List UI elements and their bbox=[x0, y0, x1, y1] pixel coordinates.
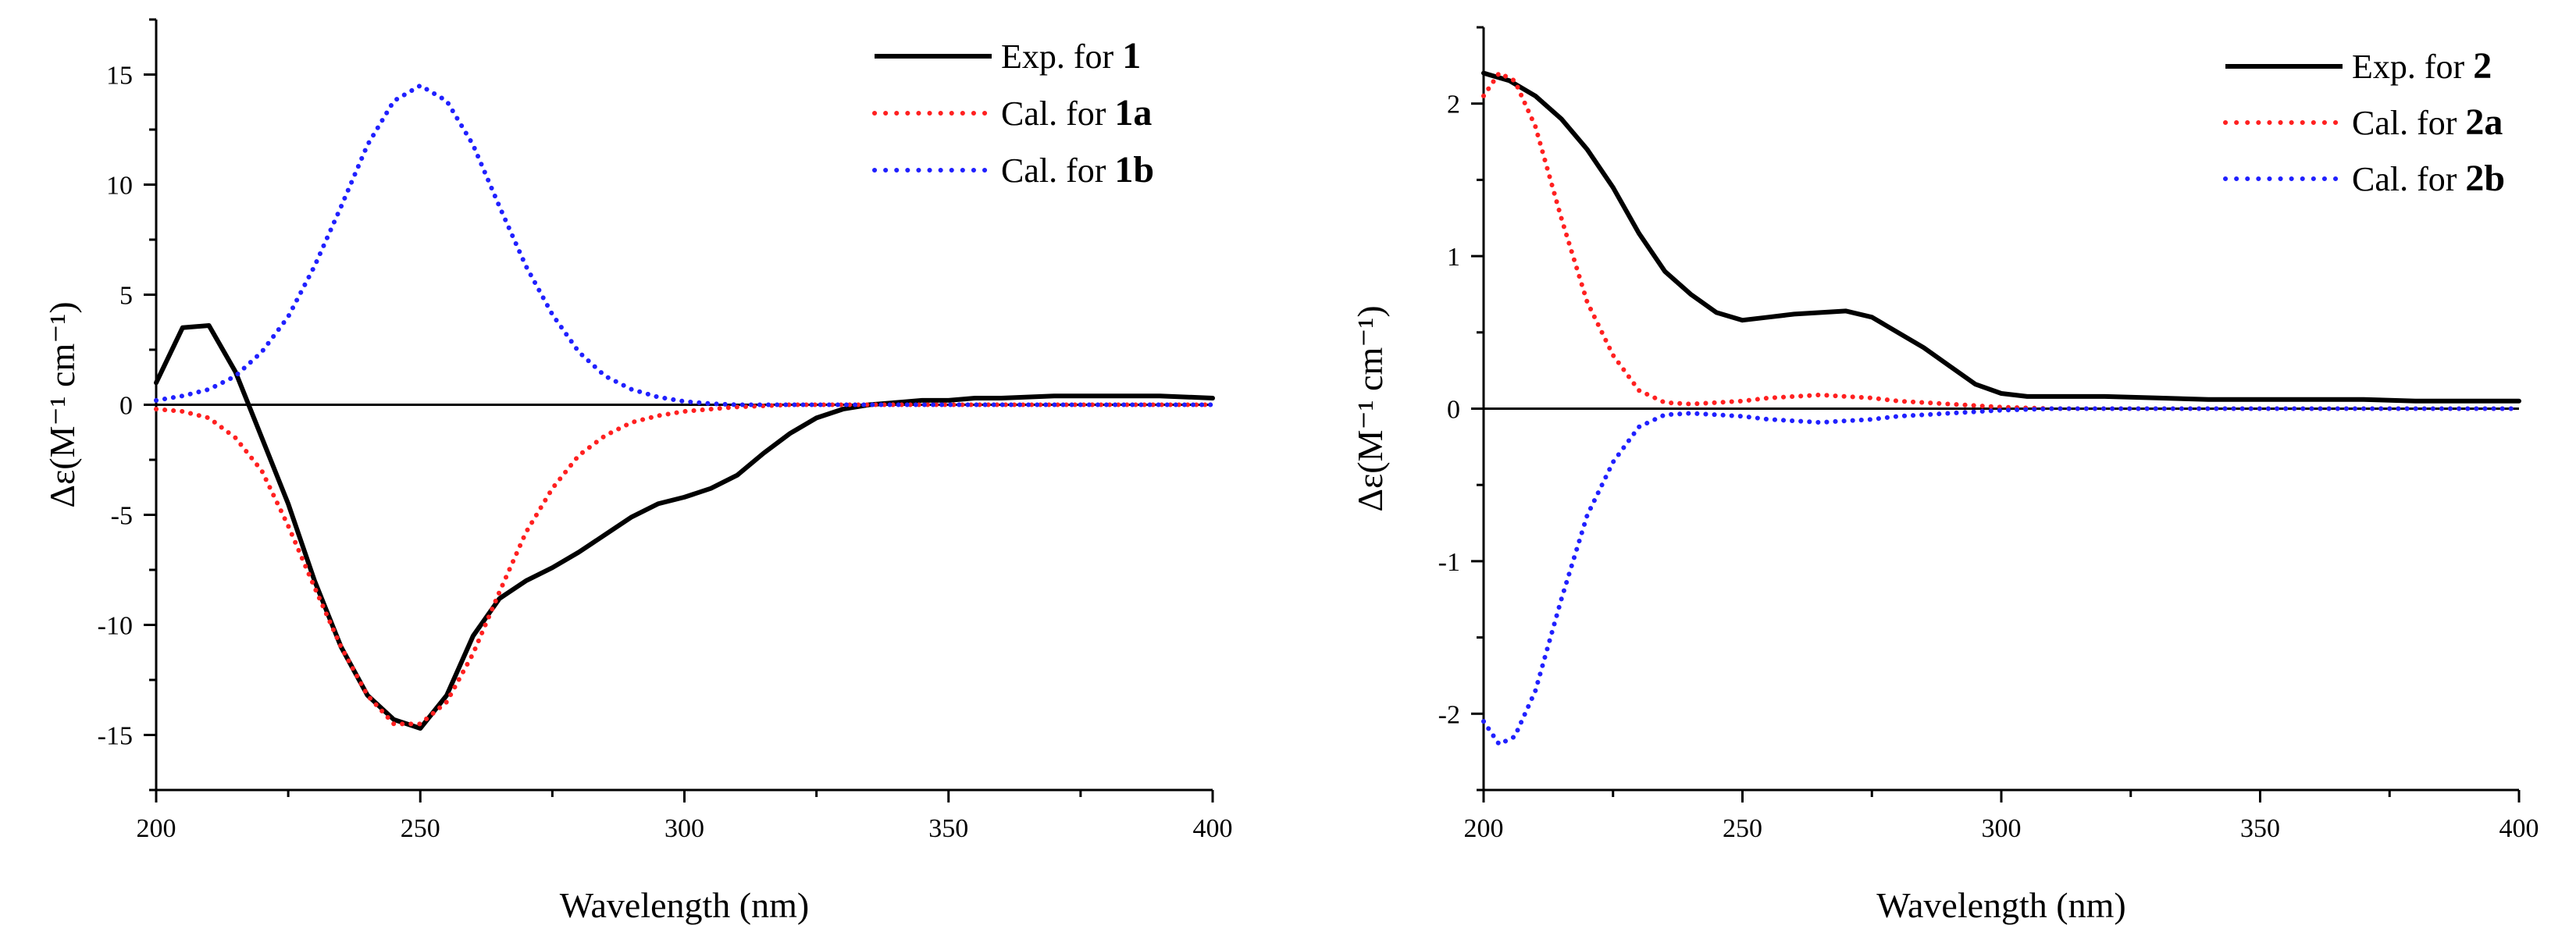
legend-prefix: Cal. for bbox=[2352, 160, 2465, 198]
y-tick-label: 15 bbox=[106, 62, 133, 91]
chart-panel-1: 200 250 300 350 400 -15 -10 -5 0 5 10 15 Wavelength … bbox=[42, 18, 1233, 925]
x-tick-label: 250 bbox=[401, 814, 440, 843]
x-tick-label: 350 bbox=[2240, 814, 2280, 843]
y-axis-title: Δε(M⁻¹ cm⁻¹) bbox=[42, 301, 82, 507]
y-tick-label: -1 bbox=[1438, 548, 1460, 577]
legend-compound-id: 2a bbox=[2465, 101, 2503, 143]
y-tick-label: -5 bbox=[111, 502, 133, 531]
x-tick-label: 300 bbox=[664, 814, 704, 843]
legend-compound-id: 1a bbox=[1114, 92, 1152, 133]
series-line-1 bbox=[154, 323, 1215, 731]
legend-label-2: Exp. for 2 bbox=[2352, 45, 2492, 87]
y-tick-label: 0 bbox=[119, 392, 133, 421]
legend-compound-id: 2b bbox=[2465, 158, 2505, 199]
legend-prefix: Cal. for bbox=[2352, 104, 2465, 142]
x-axis-title: Wavelength (nm) bbox=[1876, 885, 2125, 925]
series-line-2 bbox=[1481, 70, 2521, 404]
y-tick-label: 1 bbox=[1447, 243, 1460, 272]
x-axis-title: Wavelength (nm) bbox=[560, 885, 809, 925]
legend-compound-id: 1 bbox=[1122, 35, 1141, 77]
legend-compound-id: 2 bbox=[2473, 45, 2492, 87]
series-line-1b bbox=[154, 83, 1215, 407]
y-tick-label: -2 bbox=[1438, 700, 1460, 729]
legend-prefix: Exp. for bbox=[2352, 48, 2473, 86]
legend-label-2a: Cal. for 2a bbox=[2352, 101, 2503, 143]
x-tick-label: 350 bbox=[928, 814, 968, 843]
x-tick-label: 200 bbox=[1464, 814, 1504, 843]
y-tick-label: 5 bbox=[119, 282, 133, 311]
y-axis-title: Δε(M⁻¹ cm⁻¹) bbox=[1350, 305, 1390, 511]
x-tick-label: 400 bbox=[2499, 814, 2539, 843]
series-line-2b bbox=[1481, 406, 2521, 747]
legend-prefix: Exp. for bbox=[1001, 37, 1122, 76]
legend-label-1: Exp. for 1 bbox=[1001, 35, 1141, 77]
legend-compound-id: 1b bbox=[1114, 149, 1154, 190]
legend-prefix: Cal. for bbox=[1001, 94, 1114, 133]
x-tick-label: 300 bbox=[1982, 814, 2022, 843]
legend-prefix: Cal. for bbox=[1001, 151, 1114, 190]
y-tick-label: 0 bbox=[1447, 396, 1460, 425]
legend-label-1b: Cal. for 1b bbox=[1001, 149, 1154, 190]
series-line-1a bbox=[154, 402, 1215, 727]
legend-label-2b: Cal. for 2b bbox=[2352, 158, 2505, 199]
y-tick-label: 10 bbox=[106, 172, 133, 201]
y-tick-label: -10 bbox=[98, 612, 133, 641]
chart-panel-2: 200 250 300 350 400 -2 -1 0 1 2 Wavelength (nm) Δε(… bbox=[1350, 26, 2539, 925]
y-tick-label: 2 bbox=[1447, 91, 1460, 119]
x-tick-label: 400 bbox=[1193, 814, 1233, 843]
x-tick-label: 250 bbox=[1723, 814, 1762, 843]
x-tick-label: 200 bbox=[137, 814, 176, 843]
legend-label-1a: Cal. for 1a bbox=[1001, 92, 1152, 133]
y-tick-label: -15 bbox=[98, 722, 133, 751]
